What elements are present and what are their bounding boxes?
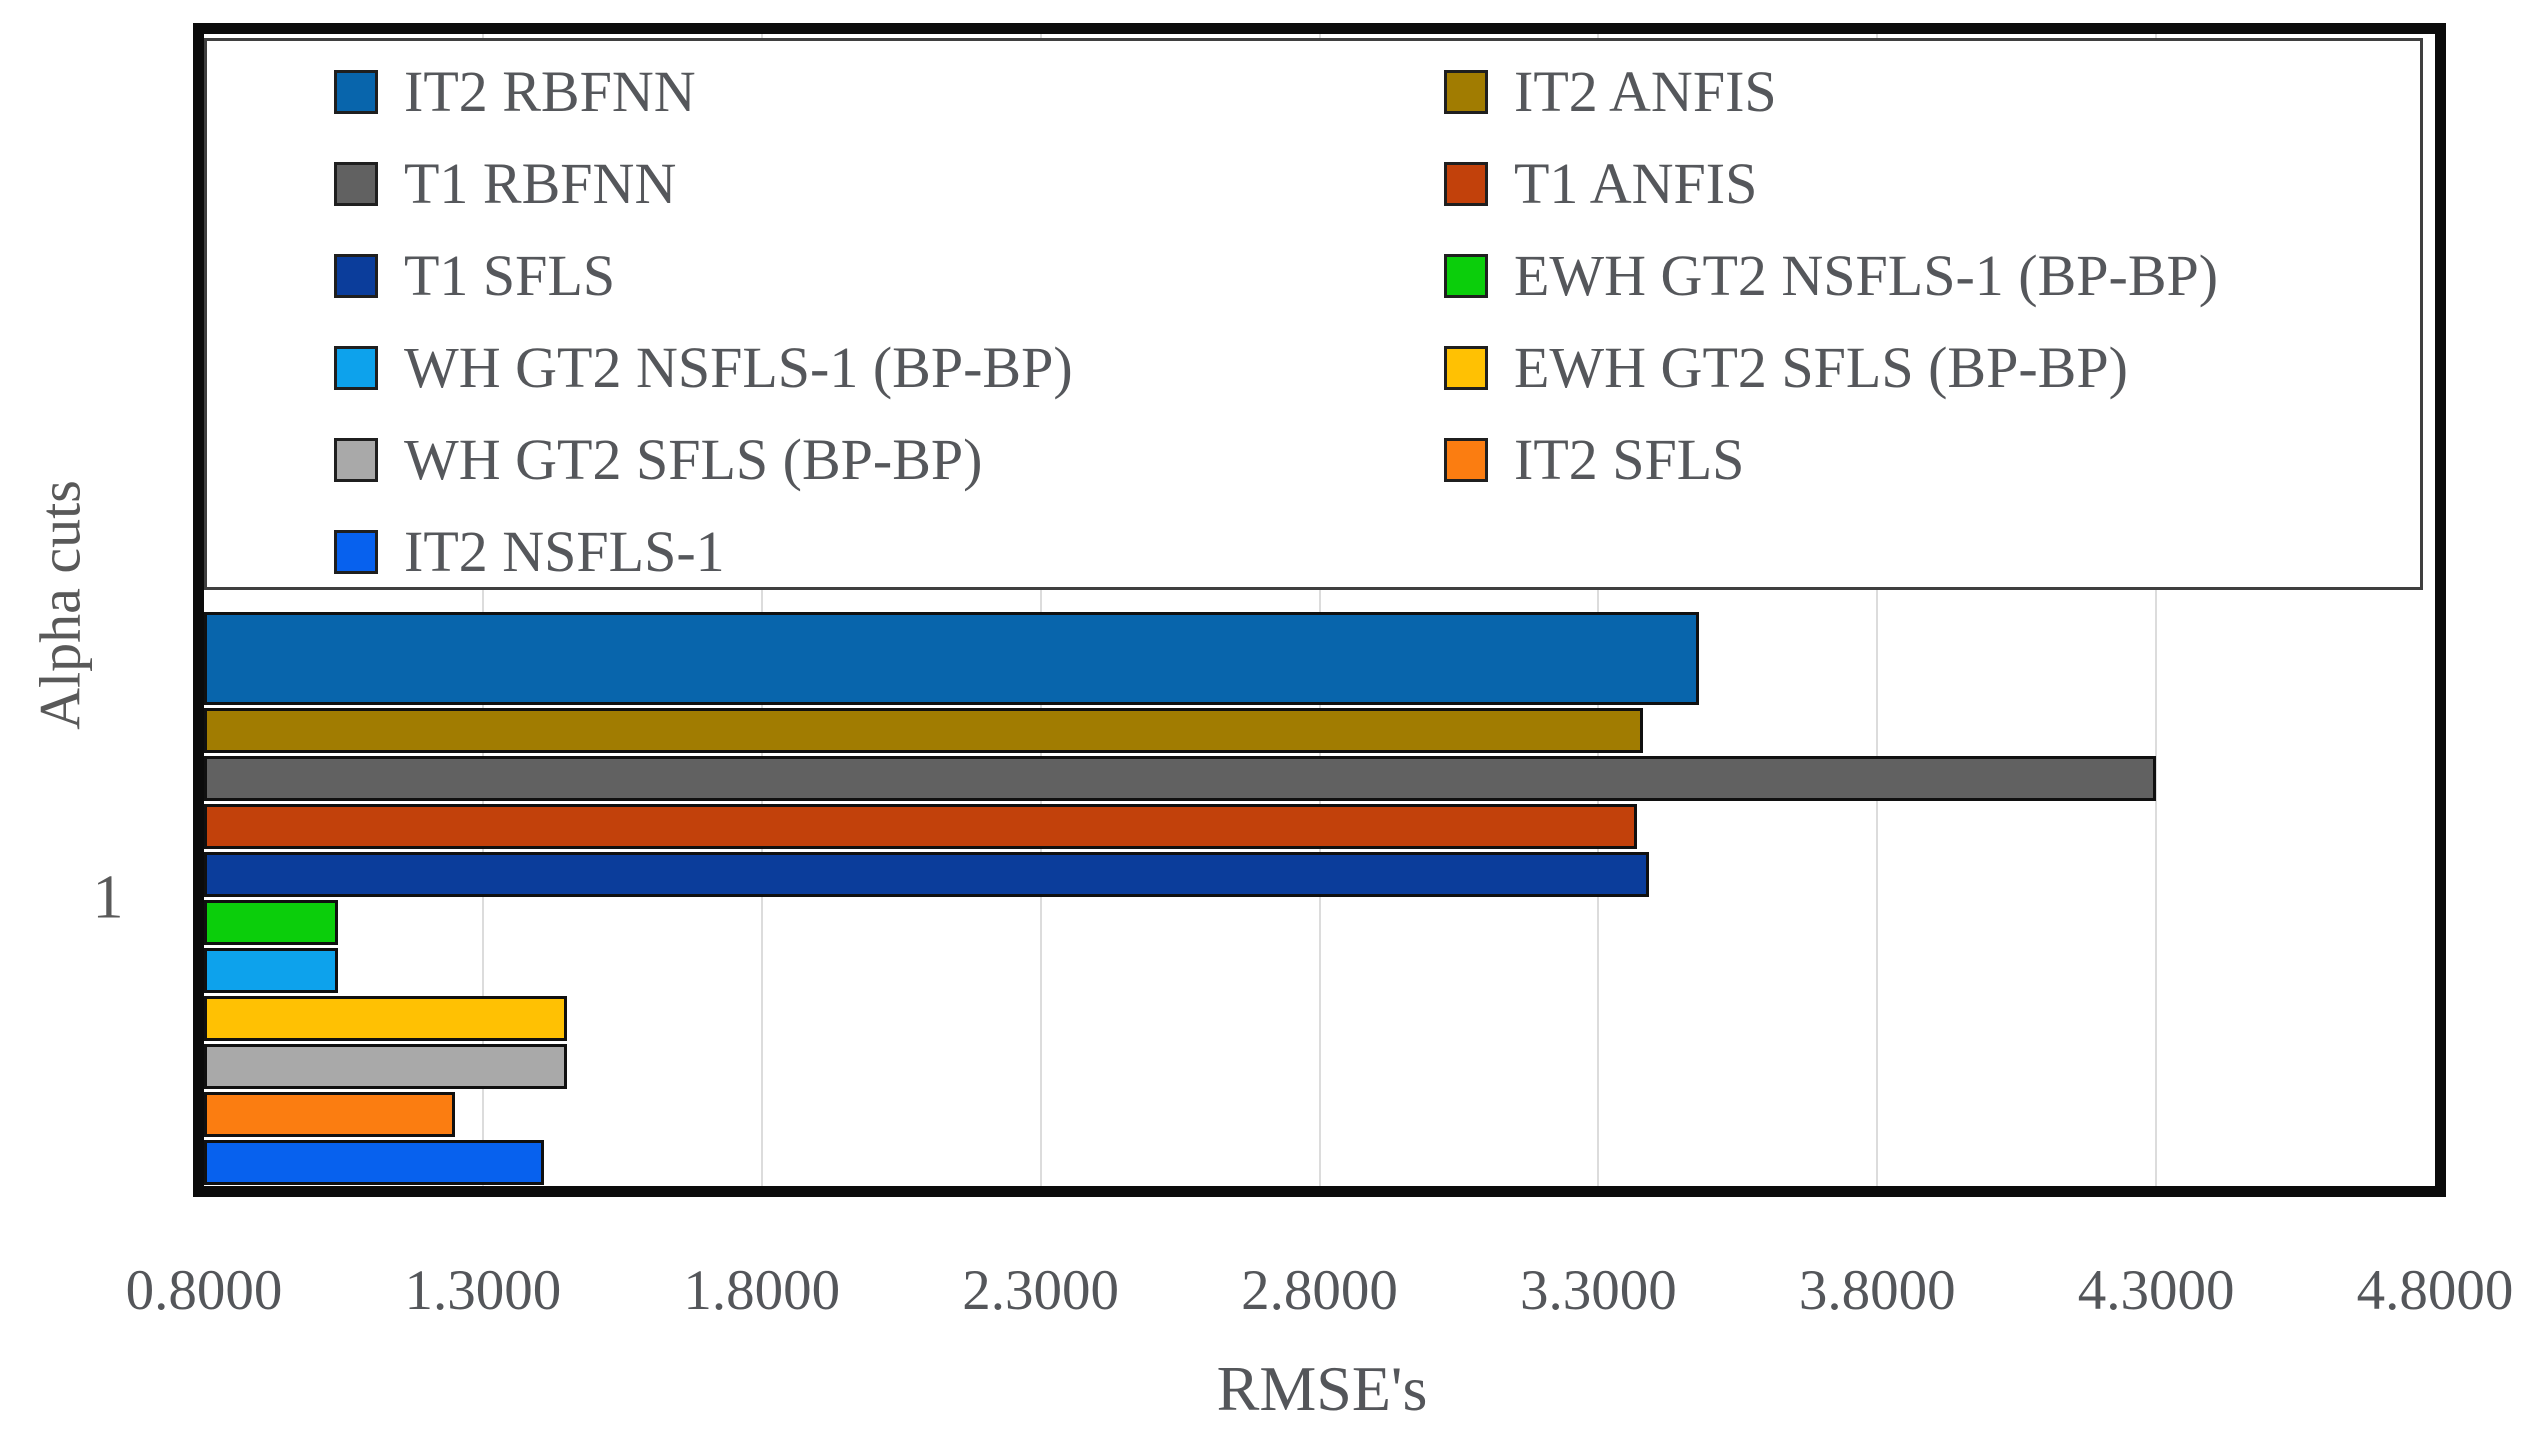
legend-label: EWH GT2 SFLS (BP-BP) xyxy=(1514,335,2128,400)
legend-label: T1 ANFIS xyxy=(1514,151,1758,216)
gridline xyxy=(481,34,484,1186)
gridline xyxy=(1876,34,1879,1186)
plot-area xyxy=(204,34,2435,1186)
bar-it2-nsfls-1 xyxy=(204,1140,544,1185)
y-axis-title: Alpha cuts xyxy=(27,480,93,730)
legend-label: T1 RBFNN xyxy=(404,151,677,216)
gridline xyxy=(2155,34,2158,1186)
legend-item-t1-rbfnn: T1 RBFNN xyxy=(334,151,677,216)
legend-swatch-icon xyxy=(334,346,378,390)
bar-t1-anfis xyxy=(204,804,1637,849)
x-axis-title: RMSE's xyxy=(1216,1353,1428,1424)
legend-swatch-icon xyxy=(334,254,378,298)
legend-swatch-icon xyxy=(1444,438,1488,482)
bar-it2-sfls xyxy=(204,1092,455,1137)
x-tick-label-2.8000: 2.8000 xyxy=(1241,1259,1398,1322)
legend-label: IT2 SFLS xyxy=(1514,427,1745,492)
x-tick-label-4.3000: 4.3000 xyxy=(2077,1259,2235,1322)
x-tick-label-3.8000: 3.8000 xyxy=(1798,1259,1956,1322)
bar-it2-rbfnn xyxy=(204,612,1699,705)
legend-swatch-icon xyxy=(334,530,378,574)
gridline xyxy=(760,34,763,1186)
legend-item-it2-nsfls-1: IT2 NSFLS-1 xyxy=(334,519,725,584)
legend-swatch-icon xyxy=(334,70,378,114)
bar-t1-rbfnn xyxy=(204,756,2156,801)
legend-label: IT2 NSFLS-1 xyxy=(404,519,725,584)
chart-area: IT2 RBFNN T1 RBFNN T1 SFLS WH GT2 NSFLS-1 (… xyxy=(193,23,2446,1197)
bar-wh-gt2-sfls-bp-bp- xyxy=(204,1044,567,1089)
legend-label: EWH GT2 NSFLS-1 (BP-BP) xyxy=(1514,243,2219,308)
legend-swatch-icon xyxy=(334,162,378,206)
legend-item-it2-sfls: IT2 SFLS xyxy=(1444,427,1745,492)
x-tick-label-1.8000: 1.8000 xyxy=(683,1259,841,1322)
bar-ewh-gt2-nsfls-1-bp-bp- xyxy=(204,900,338,945)
y-category-label: 1 xyxy=(92,863,124,932)
legend-label: IT2 ANFIS xyxy=(1514,59,1777,124)
legend-item-it2-anfis: IT2 ANFIS xyxy=(1444,59,1777,124)
legend-item-t1-anfis: T1 ANFIS xyxy=(1444,151,1758,216)
legend-item-it2-rbfnn: IT2 RBFNN xyxy=(334,59,696,124)
legend-label: WH GT2 SFLS (BP-BP) xyxy=(404,427,983,492)
bar-wh-gt2-nsfls-1-bp-bp- xyxy=(204,948,338,993)
legend: IT2 RBFNN T1 RBFNN T1 SFLS WH GT2 NSFLS-1 (… xyxy=(204,38,2423,590)
gridline xyxy=(1318,34,1321,1186)
x-tick-label-1.3000: 1.3000 xyxy=(404,1259,562,1322)
x-tick-label-0.8000: 0.8000 xyxy=(125,1259,283,1322)
gridline xyxy=(1597,34,1600,1186)
legend-label: IT2 RBFNN xyxy=(404,59,696,124)
x-tick-label-4.8000: 4.8000 xyxy=(2356,1259,2514,1322)
legend-swatch-icon xyxy=(1444,70,1488,114)
bar-ewh-gt2-sfls-bp-bp- xyxy=(204,996,567,1041)
legend-swatch-icon xyxy=(1444,346,1488,390)
x-tick-label-3.3000: 3.3000 xyxy=(1520,1259,1677,1322)
legend-label: WH GT2 NSFLS-1 (BP-BP) xyxy=(404,335,1073,400)
legend-item-wh-gt2-sfls-bp-bp-: WH GT2 SFLS (BP-BP) xyxy=(334,427,983,492)
x-tick-label-2.3000: 2.3000 xyxy=(962,1259,1119,1322)
gridline xyxy=(1039,34,1042,1186)
legend-swatch-icon xyxy=(1444,162,1488,206)
bar-t1-sfls xyxy=(204,852,1649,897)
bar-it2-anfis xyxy=(204,708,1643,753)
legend-label: T1 SFLS xyxy=(404,243,616,308)
legend-swatch-icon xyxy=(1444,254,1488,298)
legend-item-t1-sfls: T1 SFLS xyxy=(334,243,616,308)
legend-item-ewh-gt2-sfls-bp-bp-: EWH GT2 SFLS (BP-BP) xyxy=(1444,335,2128,400)
legend-swatch-icon xyxy=(334,438,378,482)
legend-item-ewh-gt2-nsfls-1-bp-bp-: EWH GT2 NSFLS-1 (BP-BP) xyxy=(1444,243,2219,308)
legend-item-wh-gt2-nsfls-1-bp-bp-: WH GT2 NSFLS-1 (BP-BP) xyxy=(334,335,1073,400)
